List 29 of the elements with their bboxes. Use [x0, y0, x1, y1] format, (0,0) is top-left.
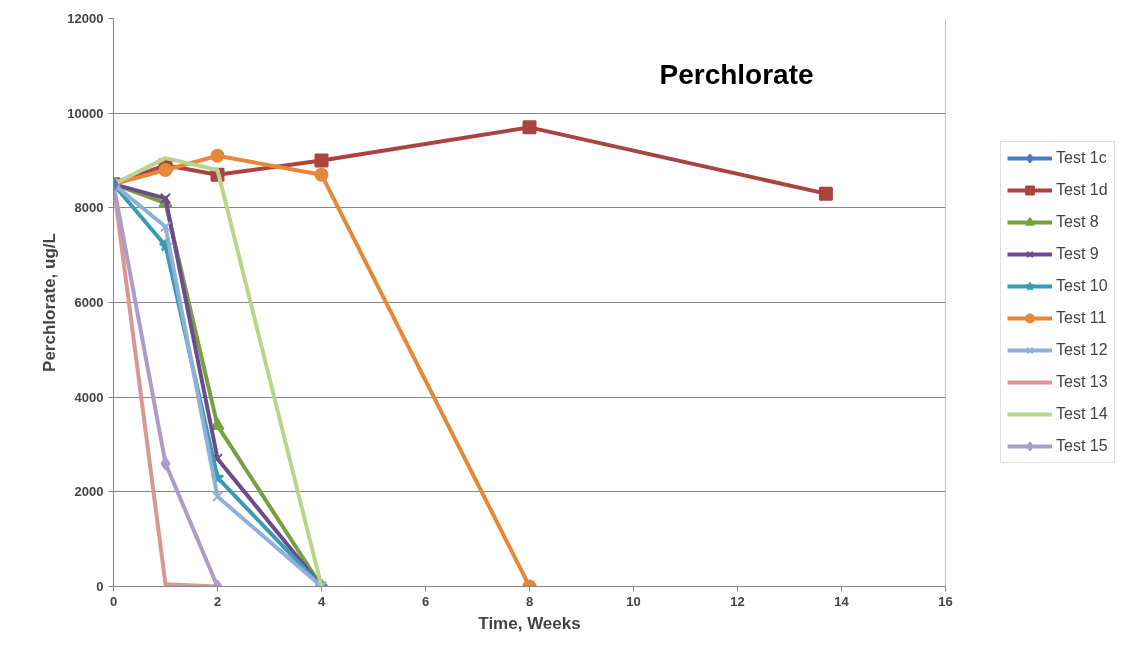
x-axis-title: Time, Weeks — [478, 613, 581, 633]
y-tick-label: 6000 — [74, 295, 104, 310]
x-tick-label: 16 — [938, 593, 953, 609]
y-tick-label: 0 — [96, 579, 104, 594]
y-tick-label: 12000 — [67, 11, 104, 26]
legend-label: Test 9 — [1056, 245, 1099, 263]
y-axis-title: Perchlorate, ug/L — [40, 233, 60, 372]
x-tick-label: 2 — [213, 593, 222, 609]
legend-label: Test 11 — [1056, 309, 1107, 327]
legend-label: Test 15 — [1056, 437, 1108, 455]
x-tick-label: 10 — [626, 593, 641, 609]
y-tick-label: 10000 — [67, 105, 104, 121]
y-tick-label: 4000 — [74, 389, 104, 405]
legend-label: Test 13 — [1056, 373, 1108, 391]
x-tick-label: 12 — [730, 593, 745, 609]
x-tick-label: 4 — [317, 593, 326, 609]
x-tick-label: 14 — [834, 593, 850, 609]
legend-label: Test 1d — [1056, 181, 1108, 199]
y-tick-label: 8000 — [74, 200, 104, 216]
legend-label: Test 10 — [1056, 277, 1108, 295]
legend-label: Test 12 — [1056, 341, 1108, 359]
y-tick-label: 2000 — [74, 484, 104, 500]
x-tick-label: 0 — [109, 593, 118, 609]
legend-label: Test 8 — [1056, 213, 1099, 231]
legend-label: Test 14 — [1056, 405, 1108, 423]
legend-label: Test 1c — [1056, 149, 1107, 167]
text: Perchlorate — [659, 58, 814, 90]
x-tick-label: 8 — [525, 593, 534, 609]
x-tick-label: 6 — [421, 593, 430, 609]
